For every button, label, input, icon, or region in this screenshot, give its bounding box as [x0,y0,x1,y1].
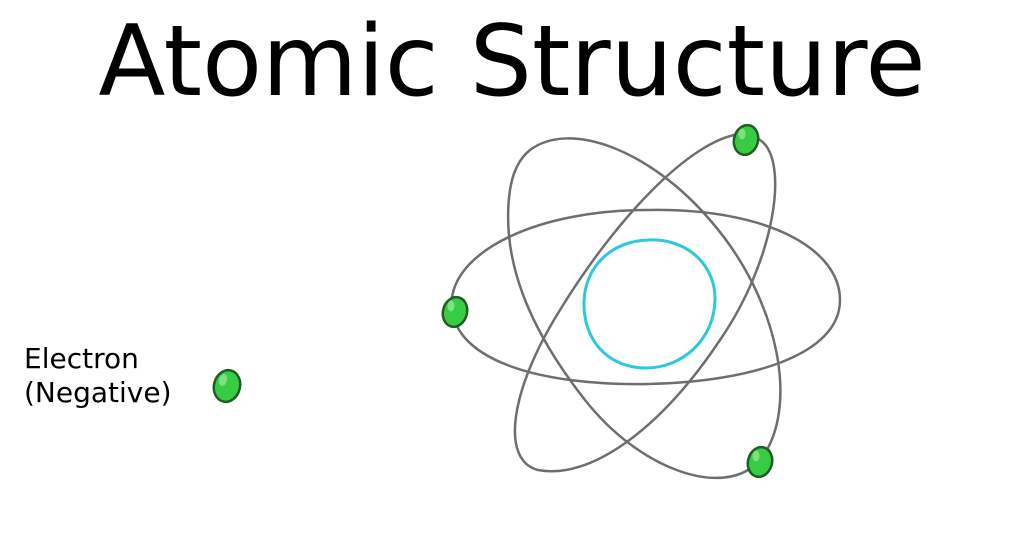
orbit-diagonal-a [506,137,782,480]
legend: Electron (Negative) [24,342,264,432]
electron-top-right [732,123,760,157]
atom-diagram [441,123,842,480]
legend-electron-label: Electron (Negative) [24,342,172,410]
orbit-diagonal-b [513,132,777,473]
orbit-horizontal [450,208,842,386]
electron-bottom-right [746,445,774,479]
legend-electron-label-line1: Electron [24,342,139,375]
nucleus-icon [582,238,717,370]
electron-left [441,295,469,329]
legend-electron-label-line2: (Negative) [24,376,172,409]
legend-electron-icon [212,368,242,404]
page-title: Atomic Structure [98,5,926,119]
